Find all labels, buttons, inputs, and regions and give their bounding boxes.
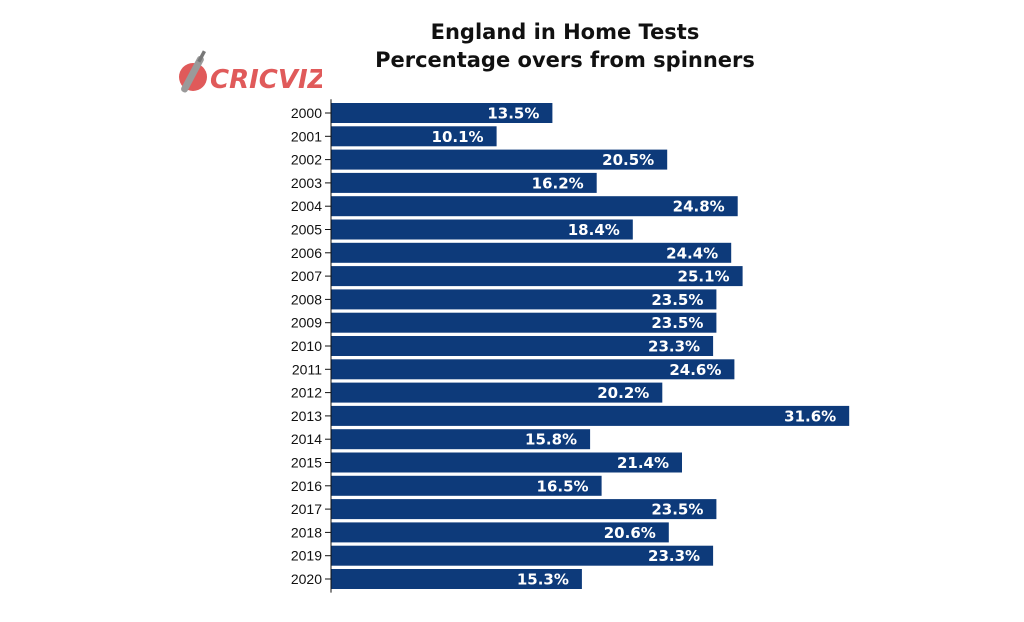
bar-2016	[331, 475, 602, 496]
data-label-2015: 21.4%	[617, 454, 669, 472]
y-tick-label-2015: 2015	[291, 455, 322, 471]
bar-2004	[331, 196, 738, 217]
cricviz-logo: CRICVIZ	[179, 50, 322, 95]
data-label-2020: 15.3%	[517, 571, 569, 589]
bar-2013	[331, 405, 850, 426]
chart-subtitle: Percentage overs from spinners	[375, 48, 755, 72]
y-tick-label-2016: 2016	[291, 478, 322, 494]
data-label-2017: 23.5%	[651, 501, 703, 519]
bar-2008	[331, 289, 717, 310]
y-tick-label-2009: 2009	[291, 315, 322, 331]
bar-2017	[331, 499, 717, 520]
y-tick-label-2010: 2010	[291, 338, 322, 354]
y-tick-label-2012: 2012	[291, 385, 322, 401]
data-label-2019: 23.3%	[648, 547, 700, 565]
y-tick-label-2001: 2001	[291, 128, 322, 144]
bar-2019	[331, 545, 714, 566]
bars-group: 13.5%10.1% 20.5% 16.2% 24.8% 18.4% 24.4% 25.1%…	[331, 103, 850, 589]
bar-2020	[331, 569, 582, 589]
y-tick-label-2002: 2002	[291, 152, 322, 168]
y-tick-label-2014: 2014	[291, 431, 322, 447]
data-label-2004: 24.8%	[673, 198, 725, 216]
y-tick-label-2017: 2017	[291, 501, 322, 517]
data-label-2000: 13.5%	[487, 105, 539, 123]
chart-title: England in Home Tests	[430, 20, 700, 44]
data-label-2010: 23.3%	[648, 338, 700, 356]
data-label-2005: 18.4%	[568, 221, 620, 239]
data-label-2014: 15.8%	[525, 431, 577, 449]
bar-2005	[331, 219, 633, 240]
data-label-2016: 16.5%	[537, 477, 589, 495]
data-label-2001: 10.1%	[432, 128, 484, 146]
y-tick-label-2006: 2006	[291, 245, 322, 261]
y-tick-label-2020: 2020	[291, 571, 322, 587]
data-label-2008: 23.5%	[651, 291, 703, 309]
y-tick-label-2018: 2018	[291, 524, 322, 540]
y-tick-label-2011: 2011	[292, 361, 322, 377]
y-tick-label-2019: 2019	[291, 548, 322, 564]
y-tick-label-2005: 2005	[291, 222, 322, 238]
bar-2009	[331, 312, 717, 333]
bar-2015	[331, 452, 682, 473]
bar-2010	[331, 336, 714, 356]
y-tick-label-2004: 2004	[291, 198, 322, 214]
logo-wordmark: CRICVIZ	[210, 65, 322, 95]
data-label-2002: 20.5%	[602, 151, 654, 169]
data-label-2003: 16.2%	[532, 174, 584, 192]
bar-2014	[331, 429, 591, 450]
bar-2003	[331, 172, 597, 193]
y-tick-label-2013: 2013	[291, 408, 322, 424]
bar-2002	[331, 149, 668, 170]
y-tick-label-2007: 2007	[291, 268, 322, 284]
bar-2001	[331, 126, 497, 147]
y-tick-label-2008: 2008	[291, 291, 322, 307]
data-label-2009: 23.5%	[651, 314, 703, 332]
y-tick-label-2000: 2000	[291, 105, 322, 121]
data-label-2006: 24.4%	[666, 244, 718, 262]
bar-2012	[331, 382, 663, 403]
data-label-2012: 20.2%	[597, 384, 649, 402]
bar-2000	[331, 103, 553, 123]
bar-2006	[331, 242, 732, 263]
data-label-2007: 25.1%	[678, 268, 730, 286]
cricket-bat-ball-icon	[179, 50, 207, 95]
data-label-2013: 31.6%	[784, 407, 836, 425]
y-tick-label-2003: 2003	[291, 175, 322, 191]
bar-2007	[331, 266, 743, 287]
bar-2011	[331, 359, 735, 380]
y-axis-ticks: 2000 2001 2002 2003 2004 2005 2006 2007 2008 2009…	[291, 105, 331, 587]
data-label-2018: 20.6%	[604, 524, 656, 542]
data-label-2011: 24.6%	[669, 361, 721, 379]
bar-2018	[331, 522, 669, 543]
